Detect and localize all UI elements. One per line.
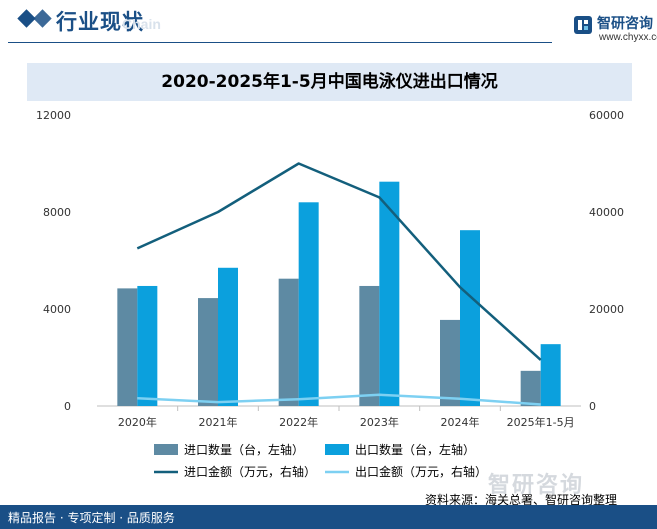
bar-export-qty — [540, 344, 561, 406]
chart-title: 2020-2025年1-5月中国电泳仪进出口情况 — [161, 72, 498, 92]
ghost-subtitle: Chain — [122, 16, 161, 32]
x-tick-label: 2023年 — [360, 415, 399, 429]
bar-import-qty — [440, 319, 460, 406]
footer-slogan: 精品报告 · 专项定制 · 品质服务 — [8, 511, 175, 525]
right-y-tick-label: 40000 — [589, 206, 624, 219]
x-tick-label: 2025年1-5月 — [507, 415, 575, 429]
section-title: 行业现状 — [56, 10, 144, 34]
left-y-tick-label: 8000 — [43, 206, 71, 219]
brand-url: www.chyxx.com — [599, 32, 657, 43]
bars — [117, 181, 561, 406]
right-y-tick-label: 60000 — [589, 109, 624, 122]
legend-label: 出口金额（万元，右轴） — [355, 464, 487, 479]
legend-label: 出口数量（台，左轴） — [355, 442, 475, 457]
line-import-value — [136, 162, 542, 361]
right-y-tick-label: 0 — [589, 400, 596, 413]
bar-import-qty — [117, 288, 138, 406]
bar-export-qty — [218, 267, 238, 406]
bar-export-qty — [137, 285, 158, 406]
lines — [136, 162, 542, 406]
brand-mark-icon — [574, 16, 592, 34]
legend-label: 进口数量（台，左轴） — [184, 442, 304, 457]
x-tick-label: 2022年 — [279, 415, 318, 429]
bar-export-qty — [460, 230, 480, 406]
x-tick-label: 2020年 — [118, 415, 157, 429]
bar-import-qty — [520, 370, 541, 406]
x-tick-label: 2021年 — [199, 415, 238, 429]
legend-label: 进口金额（万元，右轴） — [184, 464, 316, 479]
left-y-tick-label: 12000 — [36, 109, 71, 122]
legend: 进口数量（台，左轴） 出口数量（台，左轴） 进口金额（万元，右轴） 出口金额（万元，右… — [154, 442, 487, 479]
axes: 0 4000 8000 12000 0 20000 40000 60000 2020年 2021年… — [36, 109, 624, 429]
legend-swatch — [325, 444, 349, 455]
footer-watermark-logo: 智研咨询 — [488, 473, 585, 498]
bar-export-qty — [379, 181, 400, 406]
bar-import-qty — [359, 285, 380, 406]
bar-import-qty — [198, 298, 218, 406]
bar-export-qty — [298, 202, 319, 406]
left-y-tick-label: 4000 — [43, 303, 71, 316]
header-divider — [8, 42, 552, 43]
left-y-tick-label: 0 — [64, 400, 71, 413]
bar-import-qty — [278, 278, 299, 406]
header: 行业现状 Chain 智研咨询 www.chyxx.com — [0, 0, 657, 46]
chart-canvas: 0 4000 8000 12000 0 20000 40000 60000 2020年 2021年… — [36, 109, 624, 479]
right-y-tick-label: 20000 — [589, 303, 624, 316]
x-tick-label: 2024年 — [441, 415, 480, 429]
brand-name: 智研咨询 — [597, 16, 653, 32]
source-note: 资料来源：海关总署、智研咨询整理 — [425, 493, 618, 507]
line-export-value — [137, 393, 541, 406]
legend-swatch — [154, 444, 178, 455]
footer-bar: 精品报告 · 专项定制 · 品质服务 — [0, 505, 657, 529]
chart-title-band: 2020-2025年1-5月中国电泳仪进出口情况 — [27, 63, 632, 101]
